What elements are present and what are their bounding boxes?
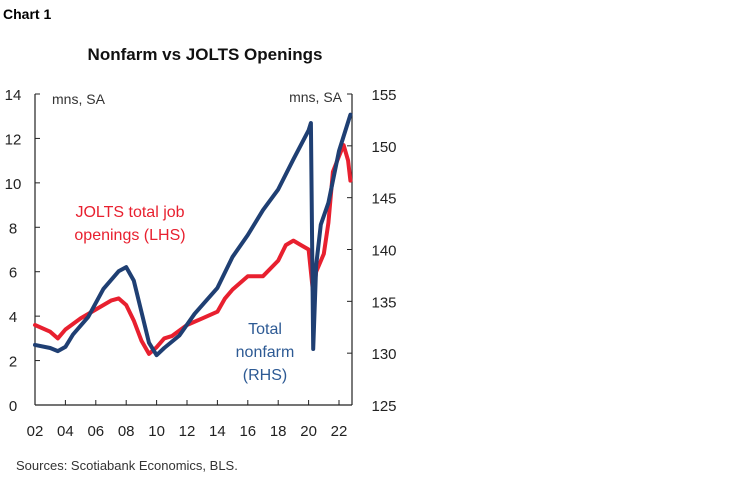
right-tick-label: 155 — [371, 87, 396, 104]
x-tick-label: 14 — [209, 423, 226, 440]
jolts-annotation: openings (LHS) — [74, 227, 185, 244]
left-tick-label: 2 — [9, 354, 17, 371]
source-note: Sources: Scotiabank Economics, BLS. — [16, 458, 238, 473]
right-tick-label: 140 — [371, 243, 396, 260]
x-tick-label: 22 — [331, 423, 348, 440]
x-tick-label: 12 — [179, 423, 196, 440]
right-tick-label: 145 — [371, 191, 396, 208]
nonfarm-series-line — [33, 112, 353, 358]
right-tick-label: 130 — [371, 346, 396, 363]
right-tick-label: 125 — [371, 398, 396, 415]
chart-label: Chart 1 — [3, 6, 52, 22]
right-tick-label: 135 — [371, 294, 396, 311]
x-tick-label: 02 — [27, 423, 44, 440]
x-tick-label: 20 — [300, 423, 317, 440]
left-tick-label: 0 — [9, 398, 17, 415]
nonfarm-annotation: (RHS) — [243, 367, 287, 384]
left-tick-label: 10 — [5, 176, 22, 193]
left-tick-label: 6 — [9, 265, 17, 282]
left-tick-label: 14 — [5, 87, 22, 104]
x-tick-label: 16 — [239, 423, 256, 440]
x-tick-label: 10 — [148, 423, 165, 440]
x-tick-label: 18 — [270, 423, 287, 440]
left-unit-label: mns, SA — [52, 91, 106, 107]
left-tick-label: 4 — [9, 309, 17, 326]
right-unit-label: mns, SA — [289, 89, 343, 105]
chart-title: Nonfarm vs JOLTS Openings — [87, 45, 323, 64]
x-tick-label: 04 — [57, 423, 74, 440]
left-tick-label: 8 — [9, 220, 17, 237]
nonfarm-annotation: Total — [248, 321, 282, 338]
nonfarm-annotation: nonfarm — [236, 344, 295, 361]
right-tick-label: 150 — [371, 139, 396, 156]
jolts-series-line — [33, 143, 353, 356]
jolts-annotation: JOLTS total job — [75, 204, 184, 221]
x-tick-label: 08 — [118, 423, 135, 440]
x-tick-label: 06 — [87, 423, 104, 440]
left-tick-label: 12 — [5, 131, 22, 148]
